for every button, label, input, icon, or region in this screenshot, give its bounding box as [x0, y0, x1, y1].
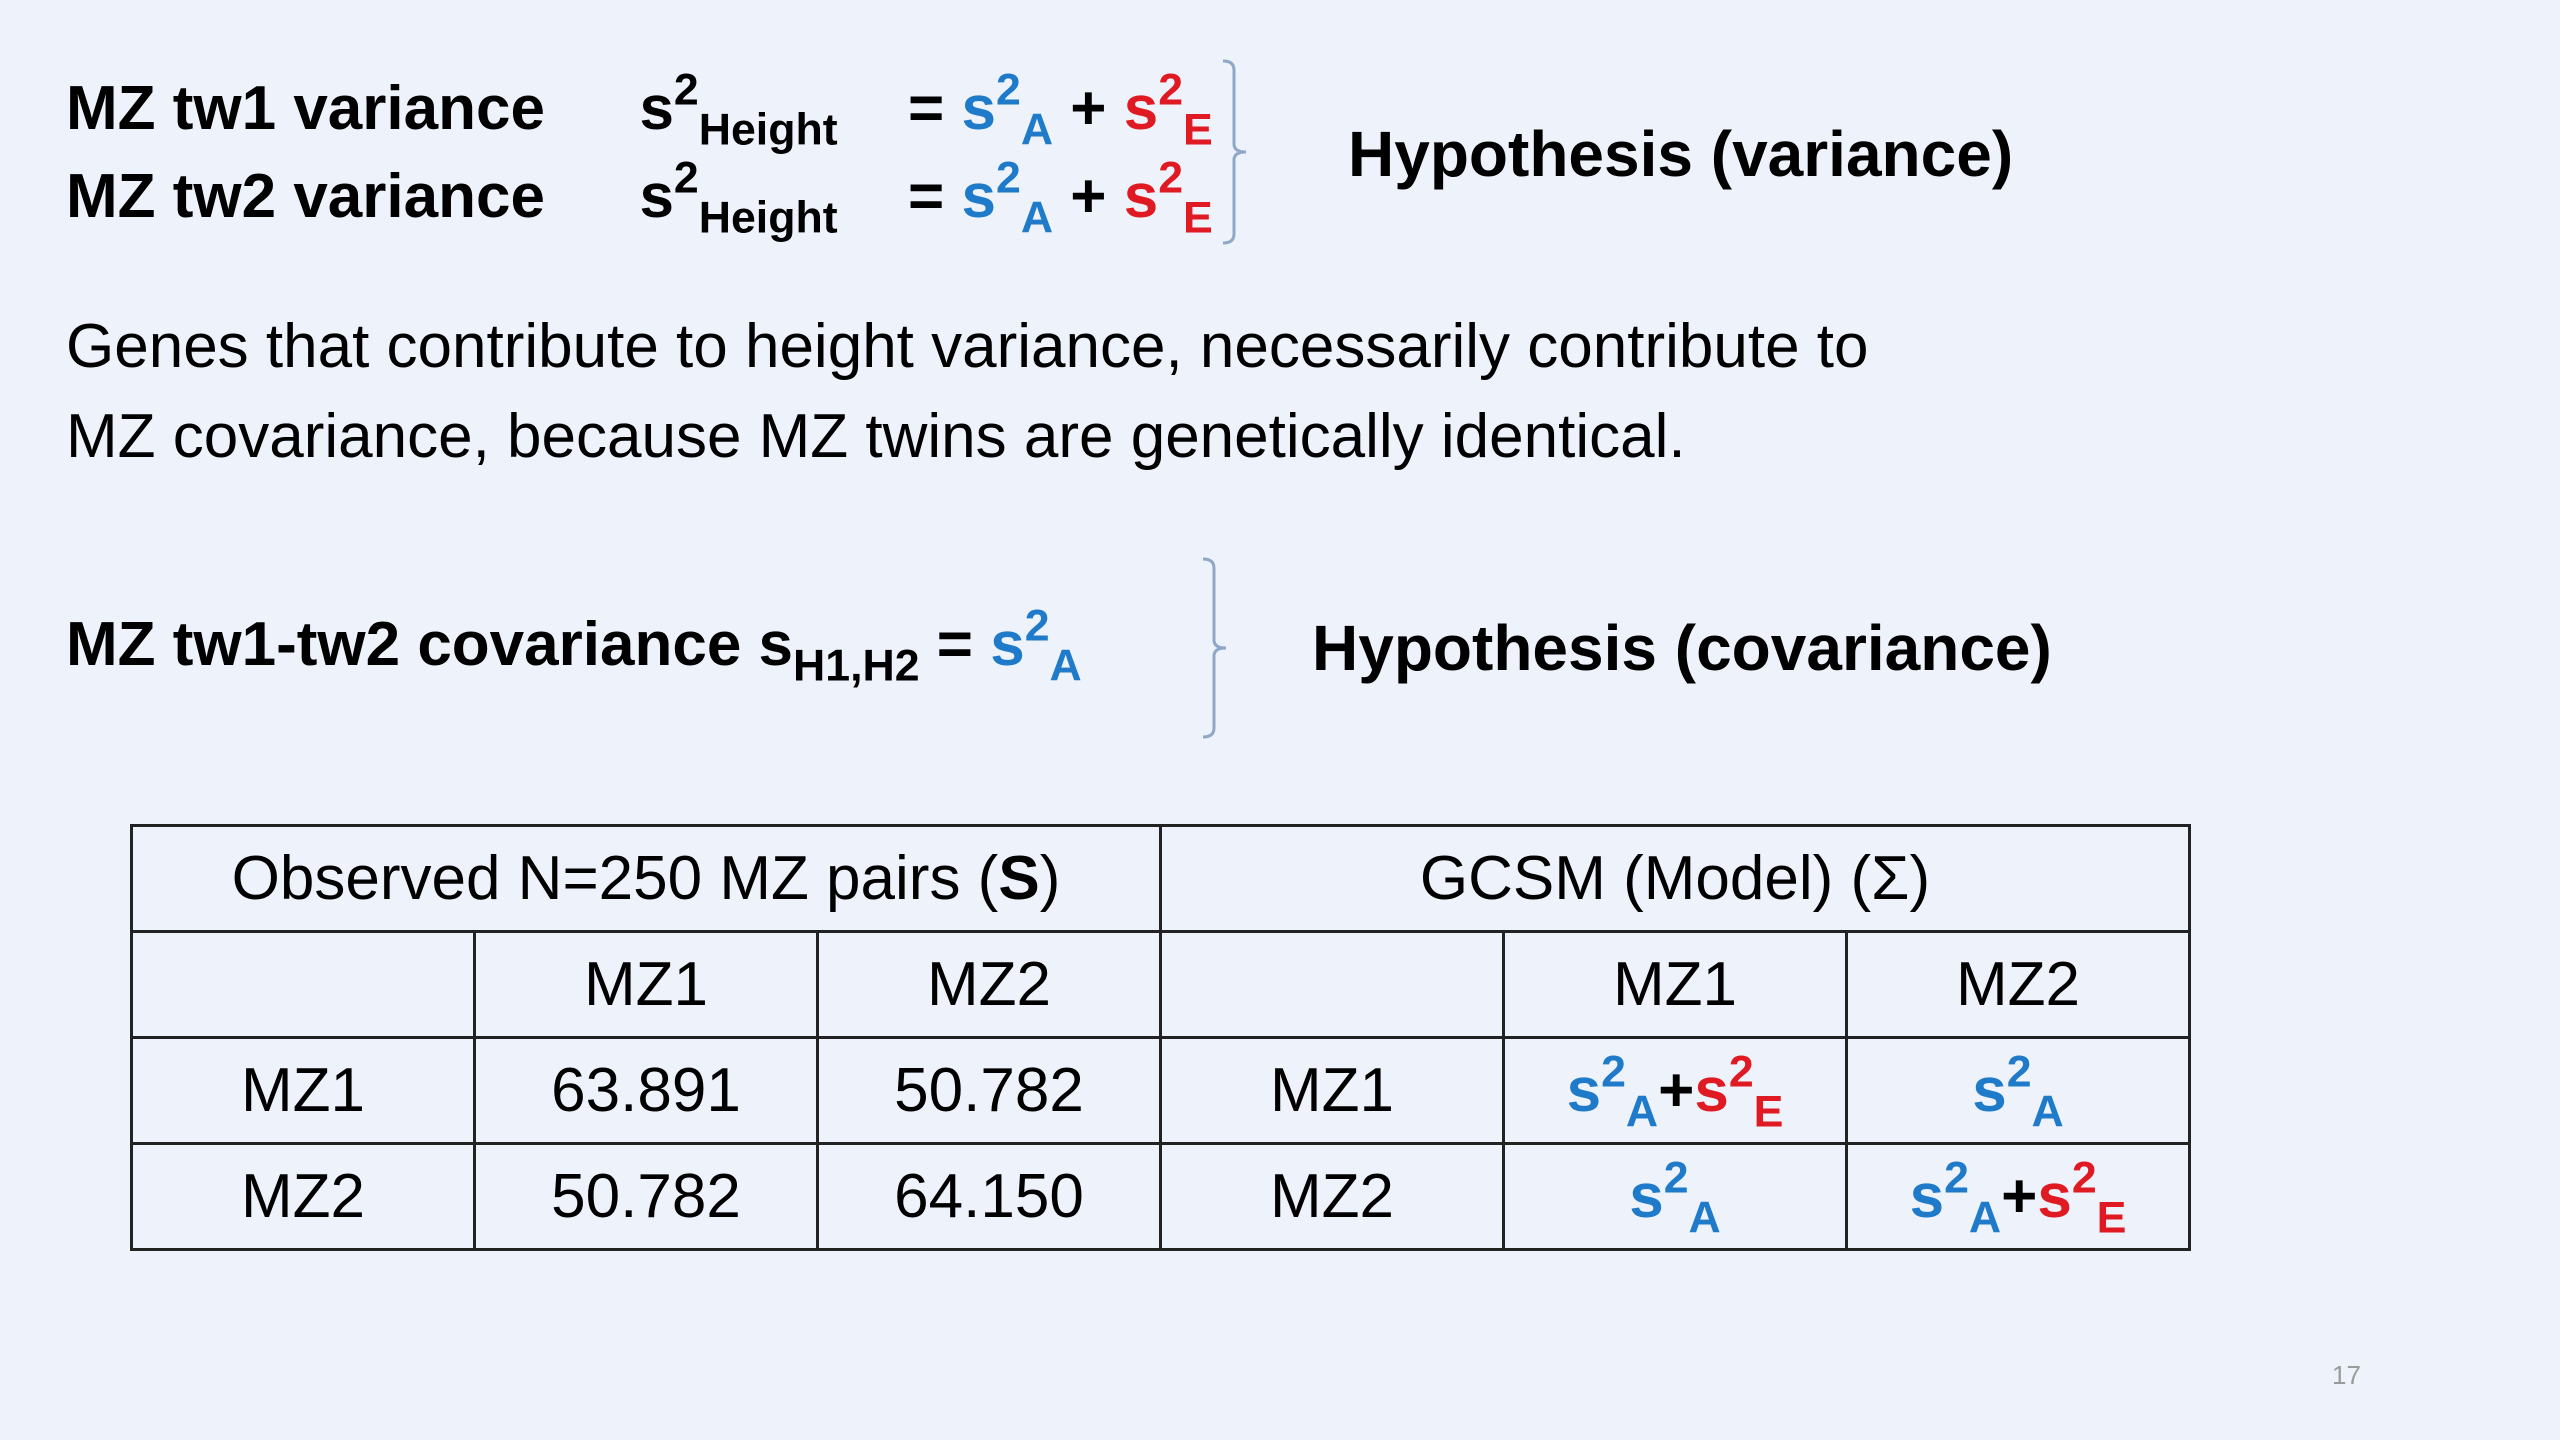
explanation-line-2: MZ covariance, because MZ twins are gene… [66, 402, 1686, 471]
model-cell-a: s2A [1502, 1142, 1848, 1251]
variance-label-tw2: MZ tw2 variance [66, 162, 545, 231]
column-header: MZ1 [1502, 930, 1848, 1039]
variance-equation-tw1: MZ tw1 variance s2Height = s2A + s2E [66, 65, 1213, 155]
column-header: MZ2 [816, 930, 1162, 1039]
sigma-e-term: s2E [1123, 153, 1213, 243]
model-cell-a-plus-e: s2A+s2E [1502, 1036, 1848, 1145]
covariance-brace [1202, 557, 1227, 739]
covariance-table: Observed N=250 MZ pairs (S) GCSM (Model)… [130, 824, 2191, 1251]
variance-equation-tw2: MZ tw2 variance s2Height = s2A + s2E [66, 153, 1213, 243]
s-h1h2-symbol: sH1,H2 [758, 610, 920, 691]
row-label: MZ2 [1159, 1142, 1505, 1251]
model-cell-a-plus-e: s2A+s2E [1845, 1142, 2191, 1251]
model-cell-a: s2A [1845, 1036, 2191, 1145]
observed-cell: 50.782 [473, 1142, 819, 1251]
row-label: MZ1 [130, 1036, 476, 1145]
hypothesis-covariance: Hypothesis (covariance) [1312, 612, 2052, 684]
covariance-equation: MZ tw1-tw2 covariance sH1,H2 = s2A [66, 601, 1082, 691]
empty-cell [1159, 930, 1505, 1039]
observed-cell: 63.891 [473, 1036, 819, 1145]
row-label: MZ1 [1159, 1036, 1505, 1145]
hypothesis-variance: Hypothesis (variance) [1348, 118, 2014, 190]
observed-cell: 64.150 [816, 1142, 1162, 1251]
table-row: MZ1 MZ2 MZ1 MZ2 [130, 930, 2191, 1039]
row-label: MZ2 [130, 1142, 476, 1251]
table-row: MZ1 63.891 50.782 MZ1 s2A+s2E s2A [130, 1036, 2191, 1145]
sigma-a-term: s2A [990, 601, 1082, 691]
model-header: GCSM (Model) (Σ) [1159, 824, 2191, 933]
variance-label-tw1: MZ tw1 variance [66, 74, 545, 143]
variance-brace [1222, 59, 1247, 245]
table-row: MZ2 50.782 64.150 MZ2 s2A s2A+s2E [130, 1142, 2191, 1251]
table-header-row: Observed N=250 MZ pairs (S) GCSM (Model)… [130, 824, 2191, 933]
column-header: MZ2 [1845, 930, 2191, 1039]
sigma-a-term: s2A [961, 65, 1054, 155]
s-height-symbol: s2Height [639, 153, 838, 243]
s-height-symbol: s2Height [639, 65, 838, 155]
observed-cell: 50.782 [816, 1036, 1162, 1145]
column-header: MZ1 [473, 930, 819, 1039]
covariance-label: MZ tw1-tw2 covariance [66, 610, 742, 679]
sigma-a-term: s2A [961, 153, 1054, 243]
explanation-line-1: Genes that contribute to height variance… [66, 312, 1869, 381]
sigma-e-term: s2E [1123, 65, 1213, 155]
empty-cell [130, 930, 476, 1039]
page-number: 17 [2332, 1360, 2361, 1390]
observed-header: Observed N=250 MZ pairs (S) [130, 824, 1162, 933]
